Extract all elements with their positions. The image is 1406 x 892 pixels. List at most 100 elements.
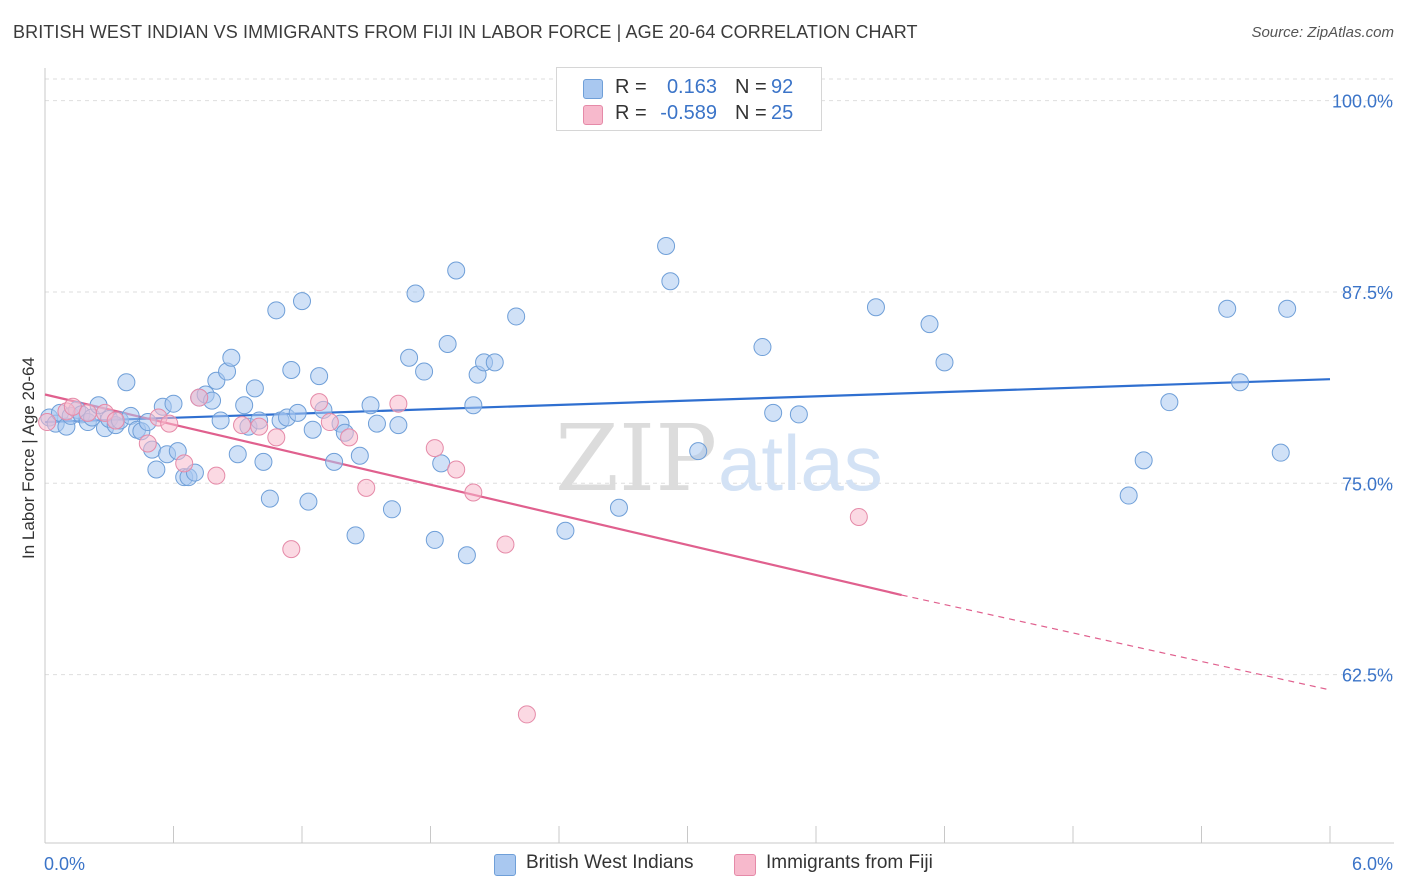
- series-immigrants-from-fiji: [38, 388, 868, 724]
- data-point: [661, 272, 680, 291]
- data-point: [1231, 373, 1250, 392]
- data-point: [357, 478, 376, 497]
- data-point: [457, 546, 476, 565]
- x-tick-label-min: 0.0%: [44, 854, 85, 874]
- legend-r-label: R =: [615, 102, 647, 124]
- data-point: [267, 428, 286, 447]
- data-points: [38, 237, 1297, 724]
- data-point: [920, 315, 939, 334]
- data-point: [609, 498, 628, 517]
- watermark-zip: ZIP: [555, 405, 717, 512]
- data-point: [789, 405, 808, 424]
- data-point: [320, 413, 339, 432]
- data-point: [228, 445, 247, 464]
- y-tick-label: 100.0%: [1332, 92, 1393, 112]
- series-swatch-blue: [494, 854, 516, 876]
- data-point: [425, 439, 444, 458]
- data-point: [267, 301, 286, 320]
- y-tick-label: 87.5%: [1342, 283, 1393, 303]
- legend-n-value: 25: [771, 102, 794, 124]
- data-point: [211, 411, 230, 430]
- data-point: [293, 292, 311, 311]
- data-point: [299, 492, 318, 511]
- axes: [44, 68, 1394, 844]
- data-point: [849, 507, 868, 526]
- data-point: [147, 460, 166, 479]
- data-point: [432, 454, 451, 473]
- legend-r-label: R =: [615, 76, 647, 98]
- y-tick-label: 62.5%: [1342, 666, 1393, 686]
- data-point: [400, 348, 419, 367]
- data-point: [138, 434, 157, 453]
- watermark-atlas: atlas: [718, 419, 883, 507]
- data-point: [245, 379, 264, 398]
- data-point: [310, 393, 329, 412]
- data-point: [233, 416, 252, 435]
- data-point: [438, 334, 457, 353]
- data-point: [117, 373, 136, 392]
- data-point: [282, 361, 301, 380]
- data-point: [1271, 443, 1290, 462]
- trend-line-extension: [901, 594, 1331, 691]
- data-point: [350, 446, 369, 465]
- data-point: [310, 367, 329, 386]
- data-point: [282, 540, 301, 559]
- data-point: [1278, 299, 1297, 318]
- data-point: [447, 261, 466, 280]
- data-point: [689, 442, 708, 461]
- chart-title: BRITISH WEST INDIAN VS IMMIGRANTS FROM F…: [13, 22, 918, 42]
- data-point: [340, 428, 359, 447]
- data-point: [235, 396, 254, 415]
- data-point: [288, 403, 307, 422]
- data-point: [164, 394, 183, 413]
- data-point: [382, 500, 401, 519]
- correlation-legend: R = 0.163 N = 92 R = -0.589 N = 25: [556, 67, 822, 131]
- data-point: [657, 237, 676, 256]
- series-swatch-pink: [734, 854, 756, 876]
- data-point: [447, 460, 466, 479]
- data-point: [1134, 451, 1153, 470]
- data-point: [254, 452, 273, 471]
- data-point: [1119, 486, 1138, 505]
- data-point: [250, 417, 269, 436]
- data-point: [1218, 299, 1237, 318]
- data-point: [425, 530, 444, 549]
- data-point: [1160, 393, 1179, 412]
- data-point: [106, 411, 125, 430]
- data-point: [406, 284, 425, 303]
- data-point: [175, 454, 194, 473]
- data-point: [415, 362, 434, 381]
- series-legend-label: British West Indians: [526, 852, 694, 873]
- data-point: [507, 307, 526, 326]
- series-legend-label: Immigrants from Fiji: [766, 852, 933, 873]
- legend-swatch-pink: [583, 105, 603, 125]
- data-point: [260, 489, 279, 508]
- legend-n-label: N =: [735, 76, 767, 98]
- legend-row-immigrants-from-fiji: R = -0.589 N = 25: [557, 102, 821, 128]
- data-point: [464, 483, 483, 502]
- data-point: [38, 413, 57, 432]
- data-point: [346, 526, 365, 545]
- data-point: [63, 397, 82, 416]
- source-credit: Source: ZipAtlas.com: [1251, 24, 1394, 41]
- data-point: [361, 396, 380, 415]
- data-point: [160, 414, 179, 433]
- data-point: [556, 521, 575, 540]
- legend-row-british-west-indians: R = 0.163 N = 92: [557, 76, 821, 102]
- legend-r-value: 0.163: [666, 76, 717, 98]
- data-point: [190, 388, 209, 407]
- x-tick-label-max: 6.0%: [1352, 854, 1393, 874]
- data-point: [517, 705, 536, 724]
- data-point: [764, 403, 783, 422]
- y-axis-label: In Labor Force | Age 20-64: [19, 357, 38, 559]
- legend-n-value: 92: [771, 76, 794, 98]
- data-point: [222, 348, 241, 367]
- data-point: [78, 403, 97, 422]
- data-point: [753, 338, 772, 357]
- data-point: [496, 535, 515, 554]
- legend-n-label: N =: [735, 102, 767, 124]
- data-point: [325, 452, 344, 471]
- watermark: ZIP atlas: [555, 405, 883, 512]
- data-point: [866, 298, 885, 317]
